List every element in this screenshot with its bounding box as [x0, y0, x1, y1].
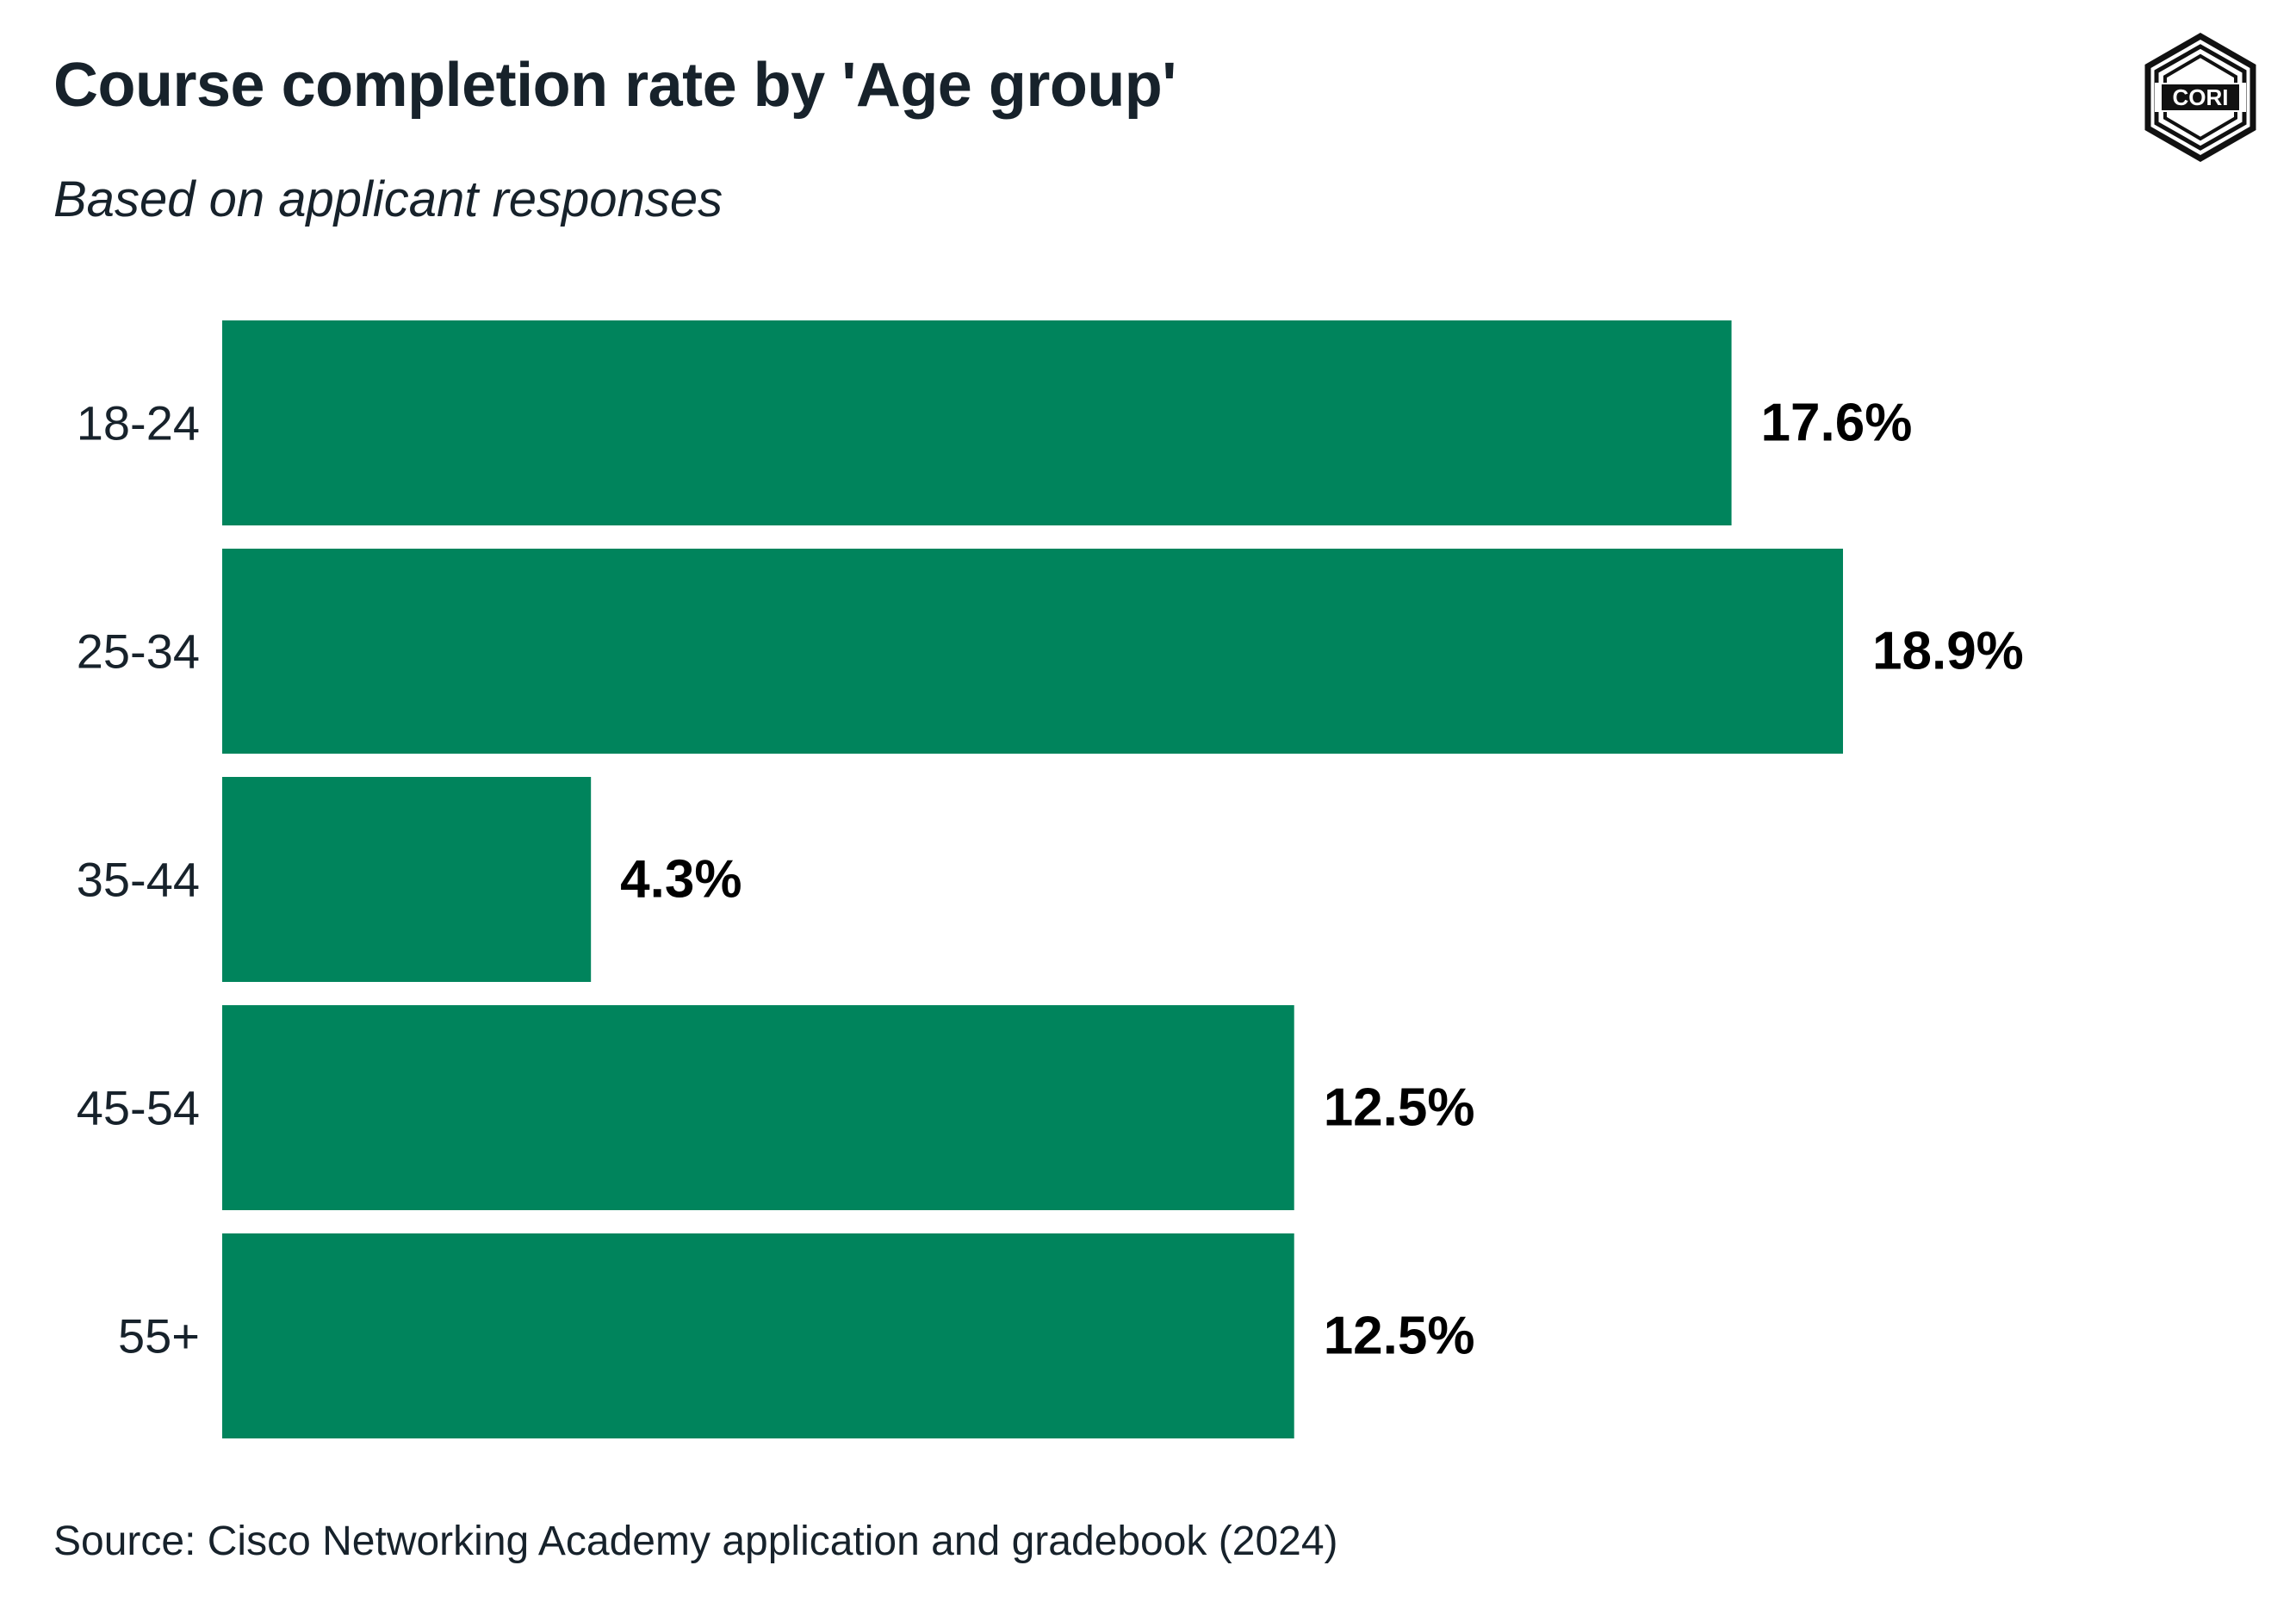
chart-subtitle: Based on applicant responses — [53, 171, 723, 227]
value-label-45-54: 12.5% — [1324, 1078, 1475, 1138]
source-note: Source: Cisco Networking Academy applica… — [53, 1519, 1338, 1564]
chart-title: Course completion rate by 'Age group' — [53, 51, 1176, 120]
value-label-55+: 12.5% — [1324, 1307, 1475, 1366]
bar-chart: 18-24 17.6% 25-34 18.9% 35-44 4.3% 45-54 12.5% 5… — [77, 320, 2024, 1438]
cori-hexagon-logo-icon: CORI — [2144, 33, 2256, 162]
category-label-35-44: 35-44 — [77, 853, 200, 907]
category-label-18-24: 18-24 — [77, 396, 200, 450]
logo-text: CORI — [2173, 84, 2229, 110]
bar-45-54 — [222, 1005, 1294, 1210]
category-label-25-34: 25-34 — [77, 624, 200, 679]
value-label-35-44: 4.3% — [620, 850, 742, 910]
category-label-45-54: 45-54 — [77, 1081, 200, 1135]
bar-35-44 — [222, 777, 592, 982]
bar-55+ — [222, 1233, 1294, 1438]
category-label-55+: 55+ — [118, 1309, 200, 1363]
bar-25-34 — [222, 549, 1843, 754]
bar-18-24 — [222, 320, 1732, 525]
value-label-25-34: 18.9% — [1872, 622, 2024, 681]
value-label-18-24: 17.6% — [1761, 394, 1913, 453]
